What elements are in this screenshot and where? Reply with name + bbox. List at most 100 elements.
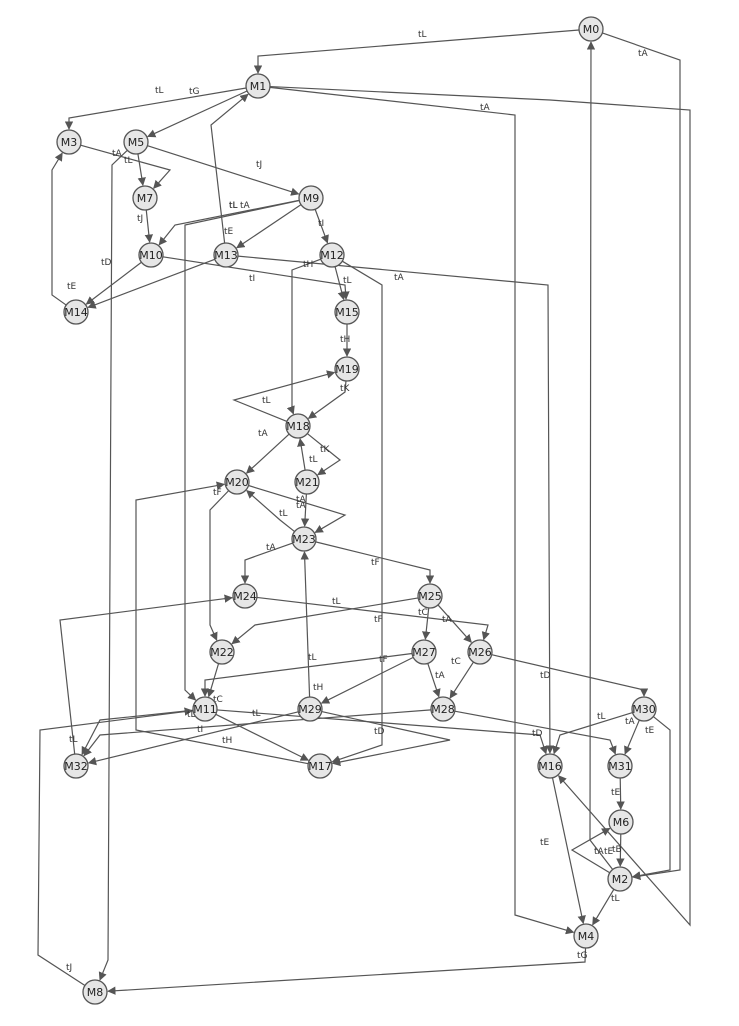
state-node-circle: [631, 696, 657, 722]
state-node-m13: M13: [213, 242, 239, 268]
edge-m12-m18: [286, 258, 321, 415]
state-node-label: M4: [578, 930, 595, 943]
state-node-m3: M3: [56, 129, 82, 155]
edge-label-m27-m28: tA: [435, 671, 446, 681]
edge-m22-m11: [206, 663, 220, 698]
edge-label-m7-m10: tJ: [137, 214, 143, 224]
edge-m1-m4: [269, 86, 575, 935]
edge-m11-m32: [81, 709, 194, 756]
edge-m3-m7: [80, 144, 172, 189]
state-node-m2: M2: [607, 866, 633, 892]
edge-m2-m4: [592, 888, 615, 926]
edge-m23-m25: [315, 541, 435, 584]
edge-label-m25-m22: tF: [374, 615, 383, 625]
edge-label-m0-m2: tA: [638, 49, 649, 59]
edge-label-m10-m15: tI: [249, 274, 255, 284]
edge-m30-m31: [624, 719, 640, 755]
edge-m10-m14: [85, 261, 142, 305]
edge-m5-m7: [137, 153, 146, 186]
edge-label-m2-m0: tE: [604, 847, 614, 857]
edge-m23-m20: [246, 490, 295, 533]
state-node-circle: [417, 583, 443, 609]
edge-m1-m3: [64, 87, 247, 130]
state-node-m21: M21: [294, 469, 320, 495]
edge-m7-m10: [144, 209, 154, 243]
edge-label-m23-m20: tL: [279, 509, 288, 519]
edge-m18-m21: [306, 433, 342, 476]
state-node-circle: [430, 696, 456, 722]
edge-label-m9-m12: tI: [318, 219, 324, 229]
state-node-circle: [232, 583, 258, 609]
edge-label-m2-m6: tA: [594, 847, 605, 857]
state-node-m20: M20: [224, 469, 250, 495]
edge-m19-m18: [307, 380, 347, 419]
edge-m27-m11: [200, 652, 413, 697]
edge-m9-m12: [314, 209, 329, 244]
edge-label-m16-m4: tE: [540, 838, 550, 848]
edge-label-m4-m8: tG: [577, 951, 588, 961]
edge-m31-m6: [616, 777, 625, 810]
state-node-m24: M24: [232, 583, 258, 609]
edge-label-m2-m4: tL: [611, 894, 620, 904]
edge-label-m12-m17: tA: [394, 273, 405, 283]
state-node-label: M16: [538, 760, 562, 773]
edge-label-m29-m32: tI: [197, 725, 203, 735]
state-node-label: M1: [250, 80, 267, 93]
state-node-label: M12: [320, 249, 344, 262]
edge-label-m25-m27: tC: [418, 608, 428, 618]
edge-m20-m23: [248, 484, 347, 533]
edge-m32-m24: [59, 594, 233, 755]
state-node-m7: M7: [132, 185, 158, 211]
state-node-m32: M32: [63, 753, 89, 779]
edge-m29-m23: [300, 551, 311, 698]
edge-label-m22-m11: tC: [213, 695, 223, 705]
state-node-circle: [123, 129, 149, 155]
state-node-label: M22: [210, 646, 234, 659]
edge-label-m23-m24: tA: [266, 543, 277, 553]
state-node-m30: M30: [631, 696, 657, 722]
edge-label-m32-m24: tL: [69, 735, 78, 745]
edge-m13-m1: [210, 93, 249, 244]
edge-m18-m19: [232, 370, 336, 423]
state-node-circle: [334, 356, 360, 382]
edge-label-m9-m11: tA: [240, 201, 251, 211]
state-node-label: M27: [412, 646, 436, 659]
edge-label-m18-m21: tK: [320, 445, 331, 455]
edge-label-m31-m6: tE: [611, 788, 621, 798]
edge-m9-m10: [158, 199, 300, 246]
state-node-m26: M26: [467, 639, 493, 665]
edge-m8-m11: [37, 707, 193, 986]
state-node-circle: [578, 16, 604, 42]
state-node-m0: M0: [578, 16, 604, 42]
edge-label-m1-m4: tA: [480, 103, 491, 113]
edge-label-m30-m16: tL: [597, 712, 606, 722]
edge-label-m21-m23: tA: [296, 501, 307, 511]
edge-m2-m6: [570, 827, 611, 874]
state-node-circle: [138, 242, 164, 268]
edge-label-m11-m17: tH: [222, 736, 232, 746]
state-node-m18: M18: [285, 413, 311, 439]
state-node-m10: M10: [138, 242, 164, 268]
state-node-circle: [82, 979, 108, 1005]
edge-label-m9-m13: tE: [224, 227, 234, 237]
edge-m25-m22: [231, 597, 419, 645]
edge-m0-m1: [253, 29, 580, 74]
edge-m5-m9: [147, 145, 300, 196]
state-node-circle: [224, 469, 250, 495]
edge-label-m12-m15: tL: [343, 276, 352, 286]
edge-label-m9-m10: tL: [229, 201, 238, 211]
state-node-label: M31: [608, 760, 632, 773]
state-node-label: M11: [193, 703, 217, 716]
edge-m26-m30: [491, 654, 649, 697]
state-node-circle: [607, 753, 633, 779]
edge-m11-m17: [215, 713, 310, 761]
state-node-label: M29: [298, 703, 322, 716]
state-node-m1: M1: [245, 73, 271, 99]
state-node-m22: M22: [209, 639, 235, 665]
state-node-circle: [467, 639, 493, 665]
state-node-label: M2: [612, 873, 629, 886]
state-node-circle: [319, 242, 345, 268]
state-node-m17: M17: [307, 753, 333, 779]
edge-m23-m24: [240, 542, 293, 584]
edge-m6-m2: [616, 833, 625, 867]
